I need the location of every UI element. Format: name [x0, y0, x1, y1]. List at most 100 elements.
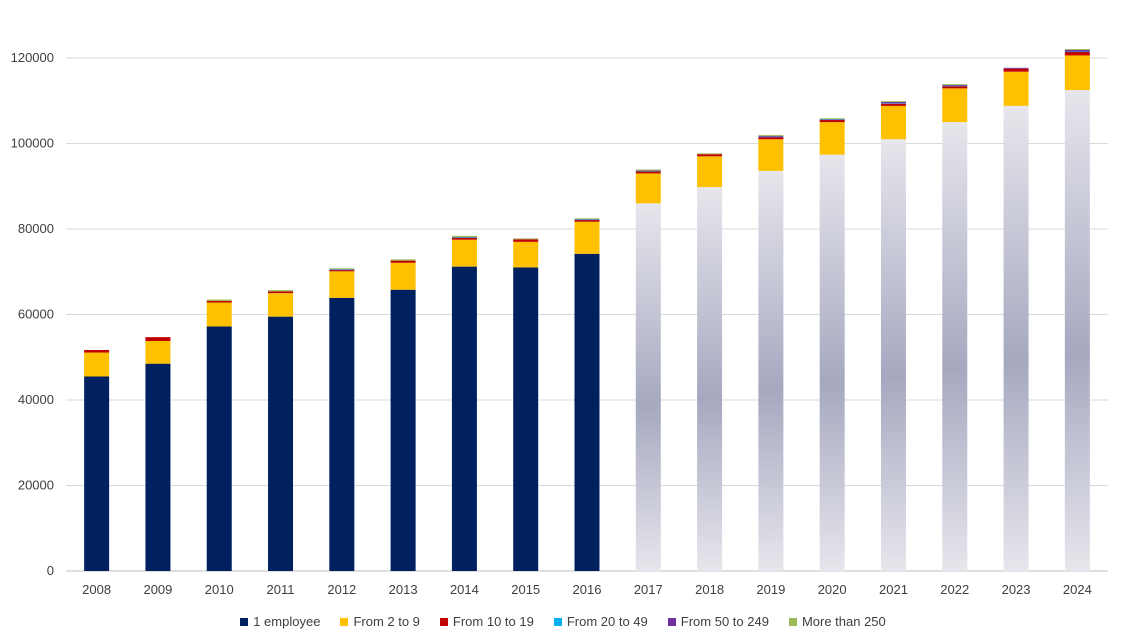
bar-segment: [942, 88, 968, 123]
bar-segment: [1064, 49, 1090, 52]
x-tick-label: 2024: [1063, 582, 1092, 597]
legend-swatch: [240, 617, 249, 626]
y-tick-label: 100000: [11, 136, 54, 151]
bar-segment: [84, 376, 110, 571]
bar-segment: [880, 105, 906, 140]
x-tick-label: 2009: [143, 582, 172, 597]
legend-label: From 2 to 9: [353, 614, 420, 629]
bar-segment: [880, 101, 906, 103]
y-tick-label: 0: [47, 563, 54, 578]
bar-segment: [942, 84, 968, 85]
bar-segment: [1064, 90, 1090, 571]
bar-segment: [635, 171, 661, 174]
legend-swatch: [340, 617, 349, 626]
legend-label: 1 employee: [253, 614, 321, 629]
bar-segment: [880, 103, 906, 104]
bar-segment: [574, 218, 600, 220]
bar-segment: [206, 302, 232, 327]
bar-segment: [819, 118, 845, 120]
bar-segment: [758, 135, 784, 137]
bar-segment: [635, 170, 661, 172]
legend-swatch: [439, 617, 448, 626]
x-tick-label: 2023: [1002, 582, 1031, 597]
bar-segment: [635, 170, 661, 171]
bar-segment: [1003, 67, 1029, 69]
bar-segment: [390, 259, 416, 261]
bar-segment: [880, 139, 906, 571]
bar-segment: [635, 203, 661, 571]
x-tick-label: 2018: [695, 582, 724, 597]
bar-segment: [329, 269, 355, 271]
bar-segment: [390, 262, 416, 290]
bar-segment: [697, 187, 723, 572]
bar-segment: [635, 173, 661, 204]
legend-item: From 50 to 249: [667, 614, 769, 629]
bar-segment: [329, 270, 355, 272]
y-tick-label: 20000: [18, 478, 54, 493]
bar-segment: [145, 363, 171, 571]
bar-segment: [451, 237, 477, 238]
bar-segment: [758, 134, 784, 136]
bar-segment: [1064, 55, 1090, 91]
bar-segment: [880, 102, 906, 104]
x-tick-label: 2008: [82, 582, 111, 597]
x-tick-label: 2016: [573, 582, 602, 597]
bar-segment: [329, 297, 355, 571]
bar-segment: [942, 85, 968, 87]
chart-plot: 0 20000 40000 60000 80000 100000 120000 2008 200…: [11, 49, 1108, 597]
y-tick-label: 60000: [18, 307, 54, 322]
bar-segment: [758, 170, 784, 572]
bar-segment: [758, 136, 784, 138]
legend: 1 employee From 2 to 9 From 10 to 19 From 2…: [0, 614, 1126, 629]
bar-segment: [451, 235, 477, 238]
bar-segment: [574, 253, 600, 572]
x-tick-label: 2017: [634, 582, 663, 597]
bar-segment: [697, 153, 723, 155]
legend-item: From 2 to 9: [340, 614, 420, 629]
bar-segment: [206, 299, 232, 301]
legend-swatch: [553, 617, 562, 626]
bar-segment: [268, 291, 294, 294]
bar-segment: [819, 119, 845, 120]
bar-segment: [513, 239, 539, 242]
legend-label: From 50 to 249: [680, 614, 769, 629]
bar-segment: [145, 337, 171, 342]
x-tick-label: 2014: [450, 582, 479, 597]
legend-item: More than 250: [788, 614, 886, 629]
bar-segment: [1064, 52, 1090, 56]
bar-segment: [758, 139, 784, 171]
bar-segment: [390, 260, 416, 263]
bar-segment: [513, 267, 539, 571]
x-tick-label: 2013: [389, 582, 418, 597]
legend-swatch: [667, 617, 676, 626]
bar-segment: [513, 241, 539, 268]
x-tick-label: 2012: [327, 582, 356, 597]
bar-segment: [329, 271, 355, 298]
bar-segment: [942, 84, 968, 86]
bar-segment: [819, 119, 845, 121]
bar-segment: [635, 169, 661, 171]
bar-segment: [758, 137, 784, 140]
bar-segment: [206, 326, 232, 571]
y-tick-label: 80000: [18, 221, 54, 236]
bar-segment: [84, 352, 110, 377]
x-tick-label: 2022: [940, 582, 969, 597]
x-tick-label: 2015: [511, 582, 540, 597]
legend-item: From 10 to 19: [439, 614, 534, 629]
bar-segment: [942, 122, 968, 571]
bar-segment: [942, 86, 968, 89]
bar-segment: [574, 219, 600, 220]
bar-segment: [451, 237, 477, 239]
bar-segment: [451, 237, 477, 240]
bar-segment: [451, 266, 477, 571]
x-tick-label: 2019: [756, 582, 785, 597]
bar-segment: [574, 220, 600, 222]
bar-segment: [206, 300, 232, 303]
bar-segment: [268, 316, 294, 571]
legend-swatch: [788, 617, 797, 626]
bar-segment: [145, 341, 171, 364]
bar-segment: [697, 156, 723, 188]
bar-segment: [451, 239, 477, 267]
bar-segment: [819, 122, 845, 155]
